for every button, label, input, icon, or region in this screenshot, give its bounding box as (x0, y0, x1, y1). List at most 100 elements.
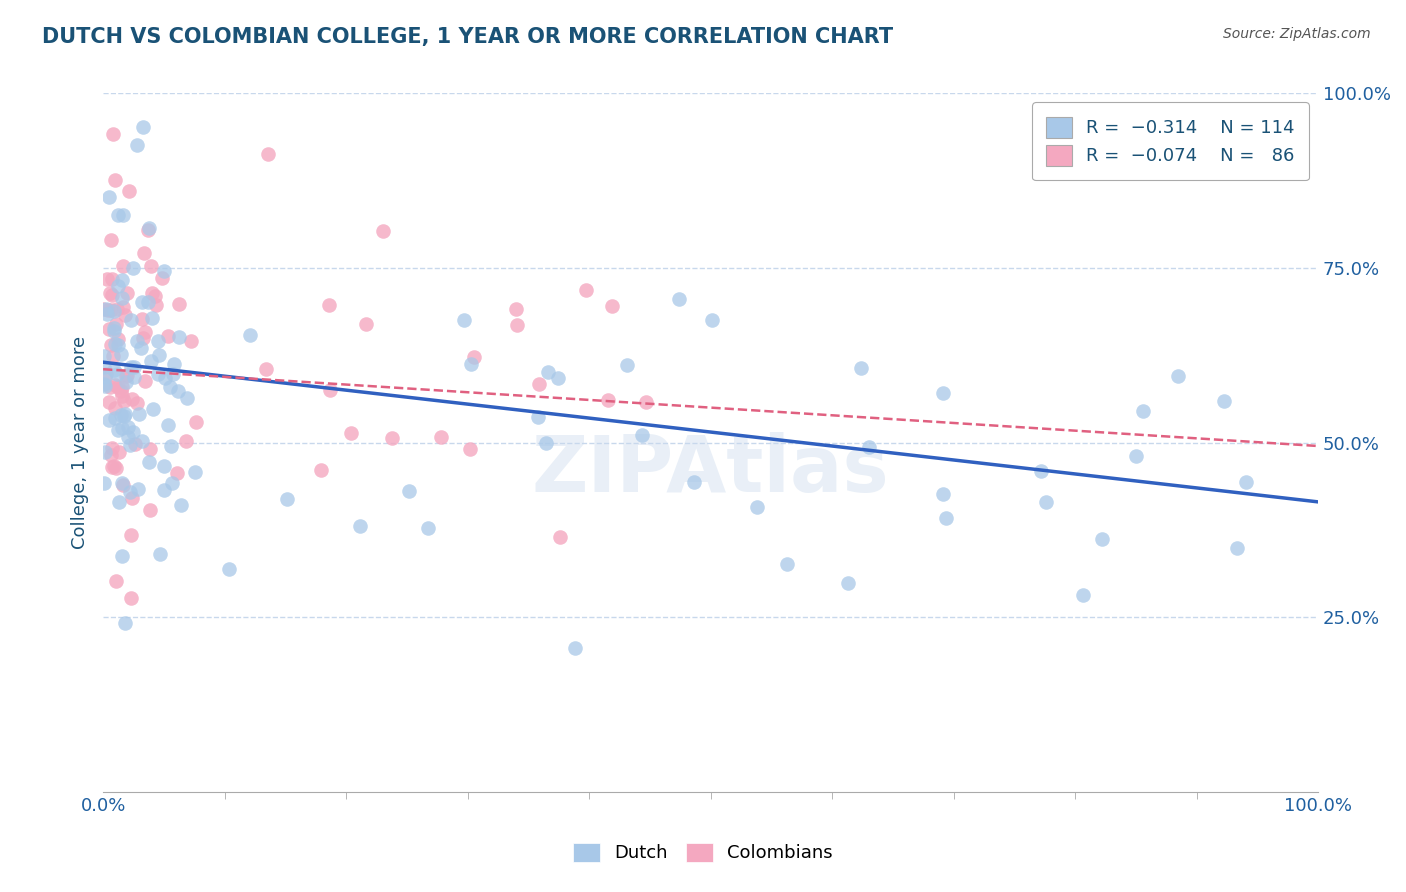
Dutch (103, 321, 125, 335)
Dutch (103, 324, 125, 338)
Colombians (167, 297, 190, 311)
Colombians (115, 285, 138, 300)
Colombians (91, 302, 114, 317)
Colombians (548, 530, 571, 544)
Legend: Dutch, Colombians: Dutch, Colombians (565, 836, 841, 870)
Colombians (103, 458, 125, 473)
Colombians (104, 401, 127, 415)
Dutch (460, 357, 482, 371)
Colombians (105, 301, 128, 316)
Dutch (276, 492, 298, 507)
Colombians (118, 184, 141, 198)
Colombians (132, 246, 155, 260)
Colombians (108, 445, 131, 459)
Colombians (136, 223, 159, 237)
Colombians (125, 396, 148, 410)
Dutch (118, 438, 141, 452)
Dutch (160, 439, 183, 453)
Colombians (257, 146, 280, 161)
Dutch (93, 370, 115, 384)
Dutch (96, 307, 118, 321)
Colombians (101, 272, 124, 286)
Dutch (131, 434, 153, 448)
Colombians (166, 466, 188, 480)
Dutch (218, 562, 240, 576)
Colombians (141, 285, 163, 300)
Dutch (167, 330, 190, 344)
Colombians (458, 442, 481, 456)
Colombians (98, 286, 121, 301)
Dutch (776, 557, 799, 571)
Dutch (527, 410, 550, 425)
Dutch (837, 576, 859, 591)
Dutch (932, 385, 955, 400)
Dutch (547, 371, 569, 385)
Colombians (318, 298, 340, 312)
Colombians (96, 272, 118, 286)
Colombians (373, 224, 395, 238)
Dutch (537, 366, 560, 380)
Dutch (128, 407, 150, 421)
Dutch (1132, 403, 1154, 417)
Dutch (141, 354, 163, 368)
Colombians (430, 430, 453, 444)
Dutch (118, 485, 141, 500)
Dutch (142, 401, 165, 416)
Dutch (98, 413, 121, 427)
Dutch (129, 341, 152, 355)
Dutch (107, 279, 129, 293)
Dutch (146, 334, 169, 349)
Dutch (935, 511, 957, 525)
Colombians (100, 288, 122, 302)
Dutch (117, 430, 139, 444)
Dutch (932, 487, 955, 501)
Colombians (634, 394, 657, 409)
Dutch (163, 357, 186, 371)
Colombians (105, 461, 128, 475)
Dutch (103, 337, 125, 351)
Colombians (112, 300, 135, 314)
Colombians (98, 394, 121, 409)
Colombians (174, 434, 197, 448)
Dutch (153, 264, 176, 278)
Dutch (858, 440, 880, 454)
Dutch (668, 292, 690, 306)
Colombians (139, 503, 162, 517)
Dutch (111, 475, 134, 490)
Dutch (107, 208, 129, 222)
Dutch (1213, 393, 1236, 408)
Colombians (319, 383, 342, 397)
Dutch (153, 459, 176, 474)
Dutch (114, 407, 136, 421)
Colombians (145, 298, 167, 312)
Colombians (104, 173, 127, 187)
Dutch (534, 435, 557, 450)
Dutch (122, 260, 145, 275)
Colombians (114, 309, 136, 323)
Colombians (600, 299, 623, 313)
Dutch (112, 409, 135, 423)
Dutch (631, 428, 654, 442)
Dutch (125, 334, 148, 348)
Dutch (176, 391, 198, 405)
Dutch (1167, 368, 1189, 383)
Dutch (117, 419, 139, 434)
Colombians (100, 338, 122, 352)
Dutch (94, 444, 117, 458)
Dutch (157, 417, 180, 432)
Dutch (239, 328, 262, 343)
Dutch (616, 358, 638, 372)
Dutch (94, 379, 117, 393)
Colombians (121, 491, 143, 505)
Dutch (124, 370, 146, 384)
Text: Source: ZipAtlas.com: Source: ZipAtlas.com (1223, 27, 1371, 41)
Dutch (700, 313, 723, 327)
Dutch (127, 482, 149, 496)
Dutch (183, 466, 205, 480)
Dutch (159, 380, 181, 394)
Colombians (596, 392, 619, 407)
Dutch (111, 421, 134, 435)
Colombians (309, 463, 332, 477)
Y-axis label: College, 1 year or more: College, 1 year or more (72, 336, 89, 549)
Colombians (121, 392, 143, 406)
